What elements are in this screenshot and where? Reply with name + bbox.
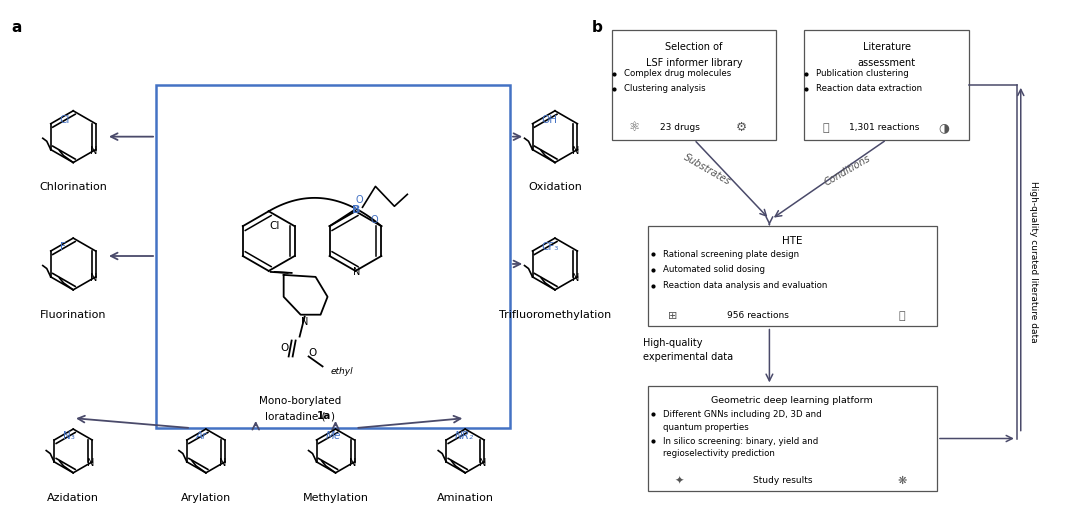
- Text: ⚙: ⚙: [735, 121, 747, 134]
- Text: LSF informer library: LSF informer library: [646, 58, 742, 68]
- Text: O: O: [281, 342, 288, 353]
- FancyBboxPatch shape: [805, 30, 969, 140]
- Text: Fluorination: Fluorination: [40, 310, 107, 320]
- Text: Different GNNs including 2D, 3D and: Different GNNs including 2D, 3D and: [663, 410, 821, 418]
- Text: Literature: Literature: [863, 42, 910, 52]
- Text: Selection of: Selection of: [665, 42, 723, 52]
- Text: b: b: [592, 20, 603, 35]
- Text: regioselectivity prediction: regioselectivity prediction: [663, 449, 774, 458]
- Text: Oxidation: Oxidation: [528, 182, 582, 192]
- Text: Substrates: Substrates: [681, 153, 732, 188]
- FancyBboxPatch shape: [611, 30, 777, 140]
- FancyBboxPatch shape: [648, 226, 937, 326]
- Text: Amination: Amination: [436, 493, 494, 503]
- Text: Reaction data extraction: Reaction data extraction: [816, 84, 922, 94]
- Text: 1a: 1a: [316, 411, 330, 421]
- Text: ⊞: ⊞: [667, 310, 677, 321]
- Text: In silico screening: binary, yield and: In silico screening: binary, yield and: [663, 436, 818, 446]
- Text: 1,301 reactions: 1,301 reactions: [849, 123, 919, 132]
- Text: N: N: [301, 317, 308, 327]
- Text: N: N: [86, 458, 94, 468]
- Text: Mono-borylated: Mono-borylated: [259, 396, 341, 406]
- Text: Cl: Cl: [59, 115, 70, 125]
- Text: experimental data: experimental data: [643, 353, 733, 362]
- Text: F: F: [59, 242, 66, 252]
- Text: Rational screening plate design: Rational screening plate design: [663, 249, 799, 259]
- Text: 23 drugs: 23 drugs: [660, 123, 700, 132]
- Text: 📋: 📋: [823, 123, 829, 133]
- Text: N: N: [90, 145, 97, 156]
- FancyBboxPatch shape: [156, 85, 510, 428]
- FancyBboxPatch shape: [648, 387, 937, 491]
- Text: Publication clustering: Publication clustering: [816, 69, 909, 79]
- Text: HTE: HTE: [782, 236, 802, 246]
- Text: High-quality curated literature data: High-quality curated literature data: [1029, 181, 1038, 342]
- Text: Azidation: Azidation: [48, 493, 99, 503]
- Text: ): ): [330, 411, 335, 421]
- Text: 🔬: 🔬: [899, 310, 905, 321]
- Text: Methylation: Methylation: [302, 493, 368, 503]
- Text: CF₃: CF₃: [541, 242, 558, 252]
- Text: OH: OH: [541, 115, 557, 125]
- Text: Ar: Ar: [195, 431, 207, 441]
- Text: Arylation: Arylation: [180, 493, 231, 503]
- Text: N: N: [571, 273, 579, 283]
- Text: N: N: [219, 458, 227, 468]
- Text: a: a: [12, 20, 22, 35]
- Text: O: O: [309, 348, 316, 358]
- Text: Study results: Study results: [753, 476, 812, 485]
- Text: assessment: assessment: [858, 58, 916, 68]
- Text: Me: Me: [325, 431, 341, 441]
- Text: ethyl: ethyl: [330, 367, 353, 376]
- Text: Chlorination: Chlorination: [39, 182, 107, 192]
- Text: Geometric deep learning platform: Geometric deep learning platform: [712, 396, 874, 405]
- Text: ⚛: ⚛: [629, 121, 639, 134]
- Text: N: N: [478, 458, 486, 468]
- Text: N₃: N₃: [63, 431, 75, 441]
- Text: Trifluoromethylation: Trifluoromethylation: [499, 310, 611, 320]
- Text: Automated solid dosing: Automated solid dosing: [663, 265, 765, 274]
- Text: quantum properties: quantum properties: [663, 423, 748, 432]
- Text: N: N: [90, 273, 97, 283]
- Text: ✦: ✦: [675, 476, 685, 486]
- Text: B: B: [352, 205, 361, 215]
- Text: O: O: [370, 215, 378, 225]
- Text: N: N: [353, 267, 360, 277]
- Text: N: N: [349, 458, 356, 468]
- Text: O: O: [355, 195, 363, 205]
- Text: Clustering analysis: Clustering analysis: [624, 84, 705, 94]
- Text: High-quality: High-quality: [643, 338, 702, 347]
- Text: Cl: Cl: [269, 221, 280, 231]
- Text: NR₂: NR₂: [455, 431, 474, 441]
- Text: loratadine (: loratadine (: [266, 411, 326, 421]
- Text: Complex drug molecules: Complex drug molecules: [624, 69, 731, 79]
- Text: Conditions: Conditions: [823, 153, 873, 187]
- Text: Reaction data analysis and evaluation: Reaction data analysis and evaluation: [663, 281, 827, 290]
- Text: ◑: ◑: [939, 121, 949, 134]
- Text: ❋: ❋: [897, 476, 907, 486]
- Text: N: N: [571, 145, 579, 156]
- Text: 956 reactions: 956 reactions: [727, 311, 788, 320]
